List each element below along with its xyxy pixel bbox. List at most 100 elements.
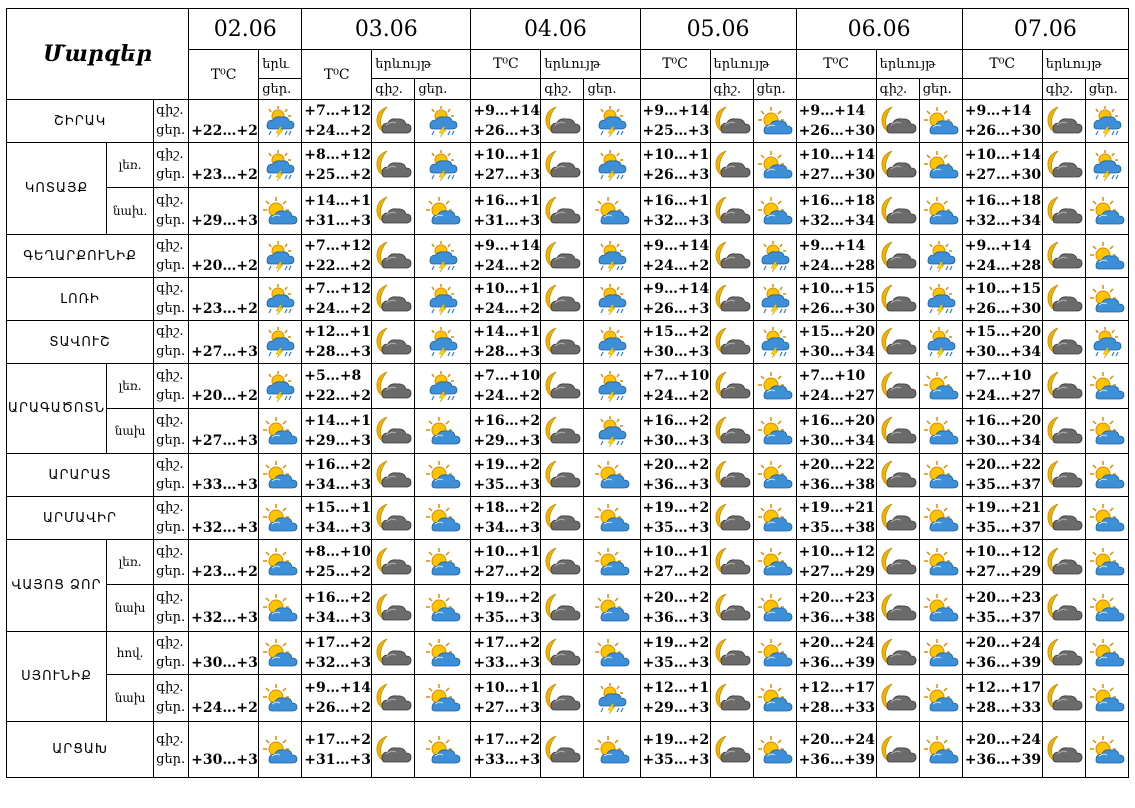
night-temp: +20…+22 [798,457,876,473]
moon-cloud-icon [373,240,413,272]
night-weather [371,234,416,278]
temp-range-cell: +16…+20 +30…+34 [639,408,711,454]
day-weather [583,187,641,235]
sun-storm-icon [260,370,300,402]
moon-cloud-icon [542,415,582,447]
day-night-labels: գիշ. ցեր. [153,584,190,632]
moon-cloud-icon [1044,370,1084,402]
day-weather [752,539,797,585]
day-weather [583,496,641,540]
night-label: գիշ. [156,635,184,650]
phenomenon-column-header: երևույթ [1041,49,1130,79]
moon-cloud-icon [373,326,413,358]
day-temp: +30…+34 [964,344,1042,360]
moon-cloud-icon [878,459,918,491]
moon-cloud-icon [542,637,582,669]
night-weather [875,142,920,188]
moon-cloud-icon [878,105,918,137]
day-weather [752,496,797,540]
moon-cloud-icon [878,149,918,181]
night-temp: +20…+23 [642,590,710,606]
zone-label: հով. [106,631,155,675]
night-weather [1041,631,1086,675]
first-day-weather [258,320,303,364]
night-weather [371,363,416,409]
sun-cloud-icon [755,370,795,402]
day-weather [1084,674,1130,722]
date-header: 02.06 [188,8,303,50]
night-label: գիշ. [156,368,184,383]
night-temp: +16…+20 [642,413,710,429]
moon-cloud-icon [878,326,918,358]
night-weather [1041,408,1086,454]
sun-cloud-icon [921,459,961,491]
sun-storm-icon [260,105,300,137]
day-weather [583,674,641,722]
moon-cloud-icon [542,370,582,402]
night-weather [709,453,754,497]
sun-storm-icon [755,240,795,272]
day-weather [1084,539,1130,585]
night-temp: +15…+20 [642,324,710,340]
night-temp: +7…+12 [304,238,371,254]
day-night-labels: գիշ. ցեր. [153,187,190,235]
night-temp: +9…+14 [964,238,1032,254]
day-weather [752,142,797,188]
moon-cloud-icon [1044,240,1084,272]
night-temp: +10…+15 [964,281,1042,297]
sun-cloud-icon [755,149,795,181]
night-temp: +16…+20 [304,457,371,473]
temp-range-cell: +15…+18 +34…+36 [301,496,373,540]
moon-cloud-icon [712,546,752,578]
day-temp: +24…+29 [304,123,371,139]
day-subheader: ցեր. [1084,78,1130,100]
first-day-weather [258,234,303,278]
first-day-temp: +27…+31 [188,320,260,364]
temp-range-cell: +20…+24 +36…+39 [961,721,1043,778]
night-temp: +12…+17 [798,680,876,696]
night-weather [540,187,585,235]
day-weather [414,142,472,188]
sun-cloud-icon [755,546,795,578]
night-weather [875,408,920,454]
night-subheader: գիշ. [540,78,585,100]
day-label: ցեր. [156,433,186,448]
night-temp: +10…+15 [473,281,541,297]
night-temp: +10…+12 [964,544,1042,560]
night-temp: +9…+14 [964,103,1032,119]
night-temp: +10…+14 [642,147,710,163]
temp-range-cell: +7…+12 +24…+28 [301,277,373,321]
night-temp: +20…+24 [964,731,1042,748]
night-weather [540,584,585,632]
day-temp: +34…+36 [304,520,371,536]
day-temp: +30…+35 [191,655,258,671]
night-temp: +12…+17 [304,324,371,340]
day-temp: +31…+33 [473,213,541,229]
night-label: գիշ. [156,500,184,515]
day-subheader: ցեր. [752,78,797,100]
moon-cloud-icon [878,734,918,766]
moon-cloud-icon [878,415,918,447]
moon-cloud-icon [1044,105,1084,137]
night-temp: +8…+12 [304,147,371,163]
day-weather [583,408,641,454]
day-weather [1084,453,1130,497]
night-weather [1041,496,1086,540]
day-label: ցեր. [156,167,186,182]
day-temp: +28…+32 [304,344,371,360]
day-temp: +24…+28 [964,258,1042,274]
day-weather [1084,408,1130,454]
sun-storm-icon [592,415,632,447]
day-temp: +22…+26 [304,258,371,274]
day-weather [918,187,963,235]
night-temp: +7…+12 [304,103,371,119]
moon-cloud-icon [712,592,752,624]
day-temp: +30…+34 [642,344,710,360]
night-temp: +17…+21 [473,731,541,748]
temp-range-cell: +20…+24 +36…+39 [961,631,1043,675]
night-weather [709,277,754,321]
day-temp: +29…+31 [191,213,258,229]
sun-cloud-icon [260,682,300,714]
